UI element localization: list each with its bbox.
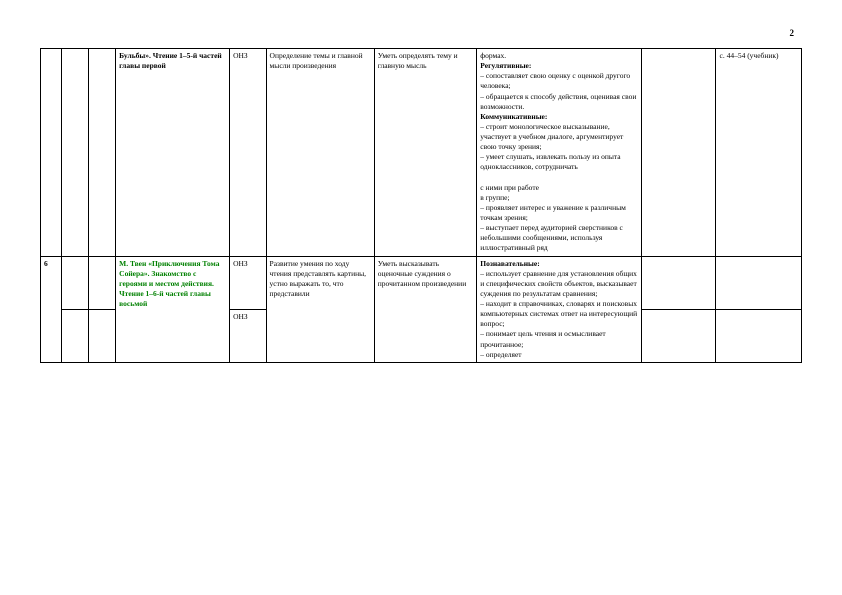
- cell-results: Познавательные:– использует сравнение дл…: [477, 256, 642, 362]
- cell: [88, 49, 115, 257]
- page-number: 2: [790, 28, 795, 38]
- cell: [61, 256, 88, 309]
- cell-type: ОНЗ: [230, 309, 266, 362]
- cell-ref: [716, 256, 802, 309]
- cell: [61, 49, 88, 257]
- cell-topic: Бульбы». Чтение 1–5-й частей главы перво…: [116, 49, 230, 257]
- cell: [88, 256, 115, 309]
- cell-ref: с. 44–54 (учебник): [716, 49, 802, 257]
- cell-topic: М. Твен «Приключения Тома Сойера». Знако…: [116, 256, 230, 362]
- cell-type: ОНЗ: [230, 49, 266, 257]
- cell-ref: [716, 309, 802, 362]
- table-row: Бульбы». Чтение 1–5-й частей главы перво…: [41, 49, 802, 257]
- table-row: 6 М. Твен «Приключения Тома Сойера». Зна…: [41, 256, 802, 309]
- cell-activity: Развитие умения по ходу чтения представл…: [266, 256, 374, 362]
- cell-results: формах.Регулятивные:– сопоставляет свою …: [477, 49, 642, 257]
- cell-skill: Уметь высказывать оценочные суждения о п…: [374, 256, 477, 362]
- cell: [88, 309, 115, 362]
- cell: [642, 256, 716, 309]
- cell-skill: Уметь определять тему и главную мысль: [374, 49, 477, 257]
- cell: [642, 49, 716, 257]
- cell: [61, 309, 88, 362]
- cell: [642, 309, 716, 362]
- cell-num: 6: [41, 256, 62, 362]
- cell-type: ОНЗ: [230, 256, 266, 309]
- cell-activity: Определение темы и главной мысли произве…: [266, 49, 374, 257]
- curriculum-table: Бульбы». Чтение 1–5-й частей главы перво…: [40, 48, 802, 363]
- cell-num: [41, 49, 62, 257]
